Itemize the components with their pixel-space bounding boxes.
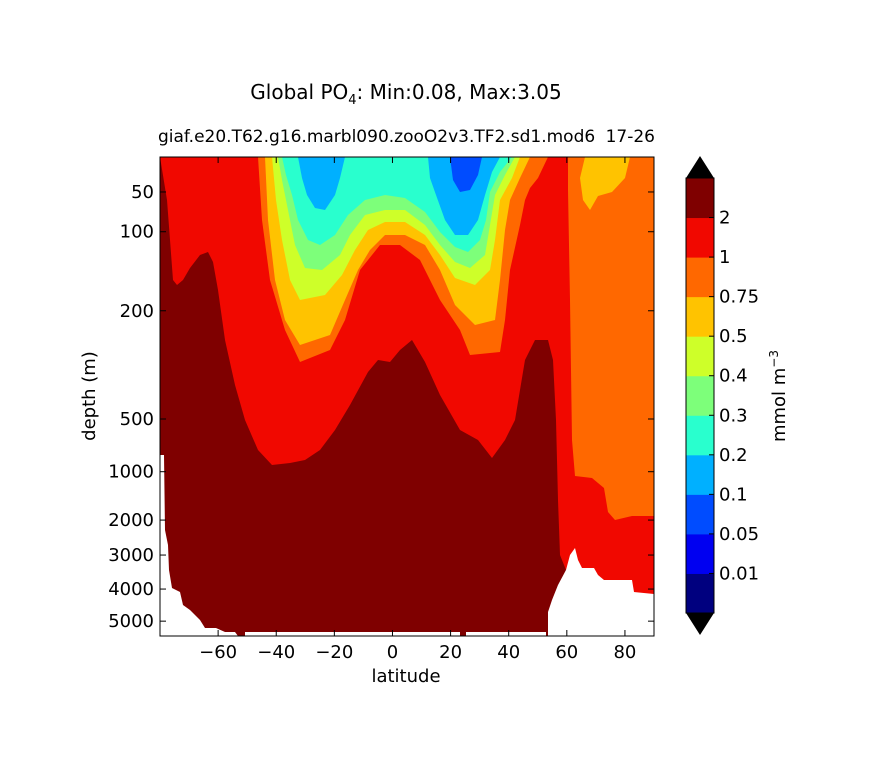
y-tick-label: 50	[131, 182, 154, 203]
x-axis-ticks: −60 −40 −20 0 20 40 60 80	[199, 157, 636, 663]
y-tick-label: 2000	[108, 510, 154, 531]
x-tick-label: −40	[257, 642, 295, 663]
colorbar-segment	[686, 454, 714, 495]
x-tick-label: 60	[555, 642, 578, 663]
bathymetry-mask-floor-2	[466, 632, 546, 636]
colorbar-extend-top	[686, 156, 714, 178]
chart-title-prefix: Global PO	[250, 80, 348, 104]
bathymetry-mask	[160, 455, 238, 636]
colorbar-tick-label: 0.01	[719, 563, 759, 584]
colorbar-tick-label: 2	[719, 208, 730, 229]
contour-fill-05to075-arctic	[580, 157, 630, 210]
y-tick-label: 100	[120, 222, 154, 243]
y-axis-ticks: 50 100 200 500 1000 2000 3000 4000 5000	[108, 182, 654, 632]
y-tick-label: 3000	[108, 545, 154, 566]
colorbar-segment	[686, 533, 714, 574]
colorbar-tick-label: 0.05	[719, 524, 759, 545]
colorbar-segment	[686, 296, 714, 337]
chart-title-suffix: : Min:0.08, Max:3.05	[357, 80, 562, 104]
colorbar-segment	[686, 336, 714, 377]
colorbar-segment	[686, 375, 714, 416]
colorbar-label: mmol m−3	[767, 350, 790, 442]
chart-title: Global PO4: Min:0.08, Max:3.05	[250, 80, 561, 108]
colorbar-tick-label: 0.4	[719, 366, 748, 387]
chart-subtitle-date: 17-26	[606, 127, 655, 147]
chart-title-subscript: 4	[348, 93, 356, 108]
x-tick-label: −20	[315, 642, 353, 663]
y-tick-label: 200	[120, 301, 154, 322]
contour-fill-01to02-south	[298, 157, 345, 210]
y-axis-label: depth (m)	[79, 351, 100, 441]
y-tick-label: 500	[120, 409, 154, 430]
contour-field	[160, 157, 654, 636]
colorbar-tick-label: 0.5	[719, 326, 748, 347]
colorbar-segment	[686, 178, 714, 219]
colorbar-segment	[686, 573, 714, 614]
x-tick-label: 80	[613, 642, 636, 663]
colorbar-tick-label: 0.3	[719, 405, 748, 426]
colorbar-extend-bottom	[686, 613, 714, 635]
colorbar-label-exp: −3	[767, 350, 781, 368]
y-tick-label: 4000	[108, 579, 154, 600]
x-tick-label: 0	[387, 642, 398, 663]
colorbar-tick-label: 0.1	[719, 484, 748, 505]
bathymetry-mask-floor	[245, 632, 460, 636]
x-axis-label: latitude	[371, 666, 440, 687]
colorbar-segment	[686, 217, 714, 258]
colorbar-tick-label: 0.75	[719, 287, 759, 308]
x-tick-label: 20	[439, 642, 462, 663]
contour-fill-gt2	[160, 157, 568, 636]
contour-fill-01to02-north	[428, 157, 500, 235]
bathymetry-mask-north	[548, 548, 654, 636]
x-tick-label: −60	[199, 642, 237, 663]
colorbar-segment	[686, 257, 714, 298]
colorbar-tick-label: 1	[719, 247, 730, 268]
colorbar-tick-label: 0.2	[719, 445, 748, 466]
colorbar-frame	[685, 177, 715, 614]
y-tick-label: 5000	[108, 611, 154, 632]
contour-fill-075to1-north	[568, 157, 654, 520]
contour-fill-lt01-north	[450, 157, 482, 192]
colorbar-label-base: mmol m	[769, 368, 790, 442]
x-tick-label: 40	[497, 642, 520, 663]
colorbar-segment	[686, 415, 714, 456]
y-tick-label: 1000	[108, 462, 154, 483]
colorbar: 0.01 0.05 0.1 0.2 0.3 0.4 0.5 0.75 1 2	[685, 156, 759, 635]
colorbar-segment	[686, 494, 714, 535]
plot-frame	[159, 156, 655, 637]
chart-subtitle: giaf.e20.T62.g16.marbl090.zooO2v3.TF2.sd…	[158, 127, 595, 147]
